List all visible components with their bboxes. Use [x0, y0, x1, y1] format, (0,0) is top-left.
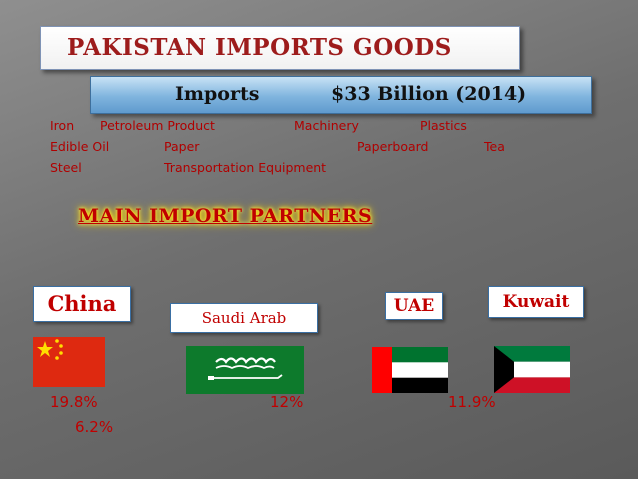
share-saudi-arab: 12% — [270, 393, 304, 411]
goods-item-steel: Steel — [50, 160, 82, 175]
share-uae: 11.9% — [448, 393, 496, 411]
goods-item-transportation-equipment: Transportation Equipment — [164, 160, 327, 175]
goods-item-paperboard: Paperboard — [357, 139, 429, 154]
goods-item-edible-oil: Edible Oil — [50, 139, 110, 154]
uae-flag-icon — [372, 347, 448, 393]
imports-value: $33 Billion (2014) — [331, 83, 527, 105]
goods-item-petroleum-product: Petroleum Product — [100, 118, 215, 133]
goods-item-plastics: Plastics — [420, 118, 467, 133]
title-box: PAKISTAN IMPORTS GOODS — [40, 26, 520, 70]
goods-item-tea: Tea — [484, 139, 505, 154]
china-flag-icon — [33, 337, 105, 387]
kuwait-flag-icon — [494, 346, 570, 393]
share-kuwait: 6.2% — [75, 418, 114, 436]
country-label-kuwait: Kuwait — [488, 286, 584, 318]
saudi-arabia-flag-icon — [186, 346, 304, 394]
country-label-china: China — [33, 286, 131, 322]
share-china: 19.8% — [50, 393, 98, 411]
country-label-uae: UAE — [385, 292, 443, 320]
imports-bar: Imports $33 Billion (2014) — [90, 76, 592, 114]
partners-title: MAIN IMPORT PARTNERS — [78, 205, 373, 227]
goods-item-machinery: Machinery — [294, 118, 359, 133]
goods-item-iron: Iron — [50, 118, 75, 133]
imports-label: Imports — [175, 83, 260, 105]
country-label-saudi-arab: Saudi Arab — [170, 303, 318, 333]
goods-item-paper: Paper — [164, 139, 200, 154]
slide-title: PAKISTAN IMPORTS GOODS — [67, 34, 452, 61]
